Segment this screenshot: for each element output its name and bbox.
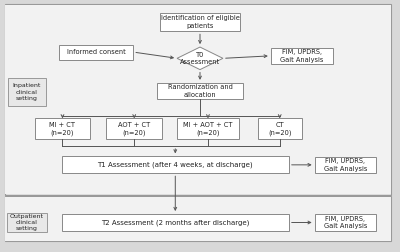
FancyBboxPatch shape — [8, 78, 46, 106]
FancyBboxPatch shape — [157, 83, 243, 99]
Text: Outpatient
clinical
setting: Outpatient clinical setting — [10, 214, 44, 231]
FancyBboxPatch shape — [177, 118, 239, 139]
FancyBboxPatch shape — [5, 196, 391, 241]
FancyBboxPatch shape — [60, 45, 133, 59]
Text: AOT + CT
(n=20): AOT + CT (n=20) — [118, 121, 150, 136]
Text: T2 Assessment (2 months after discharge): T2 Assessment (2 months after discharge) — [101, 219, 250, 226]
Text: FIM, UPDRS,
Gait Analysis: FIM, UPDRS, Gait Analysis — [280, 49, 323, 62]
FancyBboxPatch shape — [258, 118, 302, 139]
Text: T1 Assessment (after 4 weeks, at discharge): T1 Assessment (after 4 weeks, at dischar… — [98, 162, 253, 168]
FancyBboxPatch shape — [7, 213, 46, 232]
Text: FIM, UPDRS,
Gait Analysis: FIM, UPDRS, Gait Analysis — [324, 216, 367, 229]
FancyBboxPatch shape — [5, 5, 391, 195]
FancyBboxPatch shape — [271, 48, 332, 64]
FancyBboxPatch shape — [160, 13, 240, 32]
Text: T0
Assessment: T0 Assessment — [180, 52, 220, 65]
Text: Randomization and
allocation: Randomization and allocation — [168, 84, 232, 98]
FancyBboxPatch shape — [62, 156, 289, 173]
FancyBboxPatch shape — [6, 197, 390, 241]
FancyBboxPatch shape — [6, 5, 390, 194]
Text: CT
(n=20): CT (n=20) — [268, 121, 292, 136]
Text: FIM, UPDRS,
Gait Analysis: FIM, UPDRS, Gait Analysis — [324, 158, 367, 172]
FancyBboxPatch shape — [315, 214, 376, 231]
FancyBboxPatch shape — [315, 157, 376, 173]
FancyBboxPatch shape — [106, 118, 162, 139]
Text: MI + AOT + CT
(n=20): MI + AOT + CT (n=20) — [183, 121, 233, 136]
Text: Informed consent: Informed consent — [67, 49, 126, 55]
FancyBboxPatch shape — [62, 214, 289, 231]
FancyBboxPatch shape — [34, 118, 90, 139]
Text: Inpatient
clinical
setting: Inpatient clinical setting — [12, 83, 41, 101]
Text: Identification of eligible
patients: Identification of eligible patients — [160, 15, 240, 29]
Text: MI + CT
(n=20): MI + CT (n=20) — [50, 121, 76, 136]
Polygon shape — [177, 47, 223, 70]
